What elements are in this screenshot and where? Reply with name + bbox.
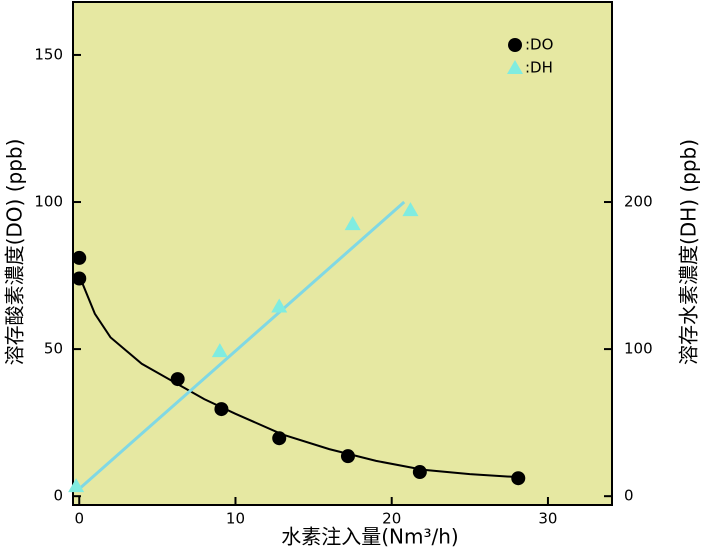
y2-tick-label: 0 [624, 487, 634, 505]
circle-point [214, 402, 229, 417]
legend-label: :DH [525, 59, 553, 77]
x-axis-label: 水素注入量(Nm³/h) [281, 525, 458, 549]
legend-marker [508, 38, 522, 52]
y-tick-label: 50 [44, 340, 63, 358]
x-tick-label: 0 [74, 510, 84, 528]
y-axis-label: 溶存酸素濃度(DO) (ppb) [3, 139, 27, 366]
triangle-point [344, 216, 361, 231]
triangle-point [68, 478, 85, 493]
circle-point [170, 372, 185, 387]
circle-point [511, 471, 526, 486]
circle-point [272, 431, 287, 446]
y2-tick-label: 200 [624, 193, 653, 211]
legend-marker [507, 60, 523, 74]
x-tick-label: 20 [382, 510, 401, 528]
legend-label: :DO [525, 36, 553, 54]
y2-tick-label: 100 [624, 340, 653, 358]
y-tick-label: 0 [53, 487, 63, 505]
circle-point [340, 449, 355, 464]
triangle-point [271, 298, 288, 313]
plot-area [72, 1, 613, 506]
circle-point [412, 465, 427, 480]
fit-line [78, 200, 406, 490]
y-tick-label: 150 [34, 45, 63, 63]
triangle-point [402, 202, 419, 217]
circle-point [72, 271, 87, 286]
x-tick-label: 10 [226, 510, 245, 528]
triangle-point [211, 343, 228, 358]
x-tick-label: 30 [538, 510, 557, 528]
y-tick-label: 100 [34, 193, 63, 211]
circle-point [72, 250, 87, 265]
y2-axis-label: 溶存水素濃度(DH) (ppb) [677, 139, 701, 365]
